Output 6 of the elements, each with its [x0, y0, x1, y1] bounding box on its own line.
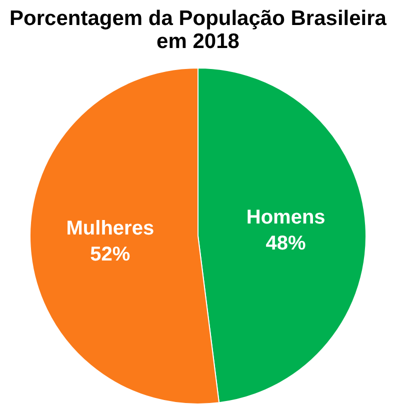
slice-label: Mulheres: [66, 218, 154, 240]
data-label: 48%: [266, 232, 306, 254]
data-label: 52%: [90, 244, 130, 266]
text: Porcentagem da População Brasileira: [10, 7, 386, 30]
text: em 2018: [156, 30, 240, 53]
slice-label: Homens: [246, 206, 326, 228]
